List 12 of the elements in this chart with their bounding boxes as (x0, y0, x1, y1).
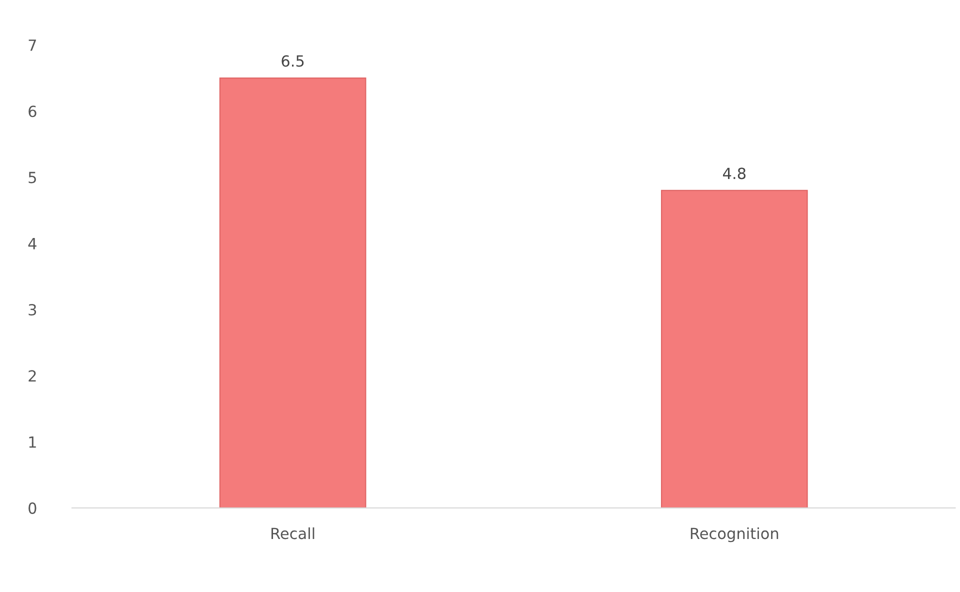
data-label: 4.8 (723, 168, 746, 180)
x-tick-label: Recall (272, 527, 314, 540)
y-tick-label: 7 (28, 40, 36, 51)
y-tick-label: 0 (28, 502, 36, 514)
y-tick-label: 3 (28, 304, 36, 316)
data-label: 6.5 (282, 55, 304, 67)
y-tick-label: 2 (28, 370, 36, 382)
y-tick-label: 6 (28, 106, 36, 118)
y-tick-label: 5 (28, 172, 36, 184)
x-tick-label: Recognition (690, 527, 778, 542)
y-tick-label: 4 (28, 238, 36, 250)
y-tick-label: 1 (29, 436, 36, 448)
